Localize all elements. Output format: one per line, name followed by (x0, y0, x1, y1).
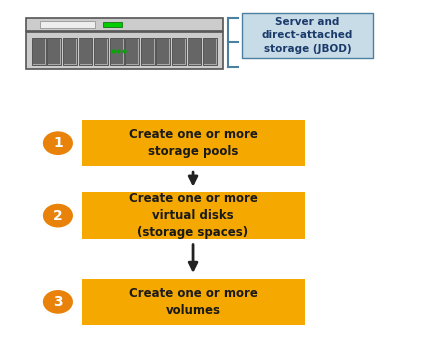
FancyBboxPatch shape (32, 38, 45, 65)
FancyBboxPatch shape (141, 38, 155, 65)
FancyBboxPatch shape (110, 38, 124, 65)
Text: Create one or more
volumes: Create one or more volumes (129, 287, 257, 317)
FancyBboxPatch shape (48, 39, 60, 64)
Circle shape (42, 203, 74, 229)
Text: 3: 3 (53, 295, 63, 309)
Circle shape (42, 289, 74, 315)
FancyBboxPatch shape (126, 39, 138, 64)
Text: Create one or more
virtual disks
(storage spaces): Create one or more virtual disks (storag… (129, 192, 257, 239)
FancyBboxPatch shape (173, 39, 185, 64)
FancyBboxPatch shape (63, 38, 77, 65)
FancyBboxPatch shape (111, 39, 123, 64)
FancyBboxPatch shape (47, 38, 61, 65)
Text: Create one or more
storage pools: Create one or more storage pools (129, 128, 257, 158)
FancyBboxPatch shape (188, 39, 201, 64)
FancyBboxPatch shape (103, 22, 122, 27)
FancyBboxPatch shape (39, 21, 95, 28)
FancyBboxPatch shape (142, 39, 154, 64)
Text: 2: 2 (53, 209, 63, 223)
FancyBboxPatch shape (94, 38, 108, 65)
FancyBboxPatch shape (242, 13, 373, 58)
Text: Server and
direct-attached
storage (JBOD): Server and direct-attached storage (JBOD… (262, 17, 353, 54)
FancyBboxPatch shape (82, 193, 305, 239)
FancyBboxPatch shape (203, 38, 217, 65)
FancyBboxPatch shape (172, 38, 186, 65)
FancyBboxPatch shape (187, 38, 202, 65)
FancyBboxPatch shape (157, 39, 169, 64)
FancyBboxPatch shape (204, 39, 216, 64)
FancyBboxPatch shape (26, 32, 223, 69)
FancyBboxPatch shape (79, 39, 91, 64)
FancyBboxPatch shape (82, 120, 305, 167)
FancyBboxPatch shape (79, 38, 92, 65)
FancyBboxPatch shape (33, 39, 45, 64)
FancyBboxPatch shape (125, 38, 139, 65)
Circle shape (42, 130, 74, 156)
FancyBboxPatch shape (82, 279, 305, 325)
FancyBboxPatch shape (95, 39, 107, 64)
FancyBboxPatch shape (26, 18, 223, 31)
FancyBboxPatch shape (157, 38, 170, 65)
Text: 1: 1 (53, 136, 63, 150)
FancyBboxPatch shape (64, 39, 76, 64)
